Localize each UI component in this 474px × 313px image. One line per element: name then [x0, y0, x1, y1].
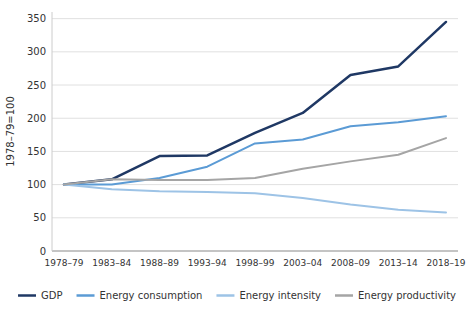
legend-label: Energy consumption — [100, 290, 203, 301]
legend-swatch — [335, 294, 353, 297]
grid-line — [52, 217, 458, 218]
legend-item: Energy consumption — [77, 290, 203, 301]
legend-label: Energy productivity — [358, 290, 456, 301]
series-line — [64, 22, 446, 185]
x-tick-label: 1993–94 — [188, 258, 227, 268]
x-tick-label: 1983–84 — [92, 258, 131, 268]
legend-swatch — [18, 294, 36, 297]
x-tick-label: 2013–14 — [379, 258, 418, 268]
y-tick-label: 0 — [40, 246, 46, 257]
grid-line — [52, 118, 458, 119]
y-tick-label: 300 — [27, 46, 46, 57]
series-line — [64, 185, 446, 213]
legend: GDP Energy consumption Energy intensity Ene… — [18, 290, 456, 301]
chart: 0 50 100 150 200 250 300 350 1978–79 1983–84 1988–… — [0, 0, 474, 313]
y-tick-label: 350 — [27, 13, 46, 24]
x-tick-label: 1988–89 — [140, 258, 179, 268]
x-tick-label: 2008–09 — [331, 258, 370, 268]
y-tick-label: 150 — [27, 146, 46, 157]
legend-swatch — [216, 294, 234, 297]
legend-swatch — [77, 294, 95, 297]
y-tick-label: 50 — [33, 212, 46, 223]
y-axis-line — [52, 12, 53, 251]
series-line — [64, 116, 446, 184]
grid-line — [52, 18, 458, 19]
legend-label: Energy intensity — [239, 290, 321, 301]
y-axis-label: 1978–79=100 — [5, 96, 16, 167]
grid-line — [52, 251, 458, 252]
plot-lines — [64, 22, 446, 213]
legend-label: GDP — [41, 290, 62, 301]
legend-item: Energy intensity — [216, 290, 321, 301]
x-tick-label: 2018–19 — [427, 258, 466, 268]
y-tick-label: 250 — [27, 80, 46, 91]
grid-line — [52, 85, 458, 86]
legend-item: GDP — [18, 290, 62, 301]
legend-item: Energy productivity — [335, 290, 456, 301]
y-tick-label: 100 — [27, 179, 46, 190]
series-line — [64, 138, 446, 184]
y-tick-label: 200 — [27, 113, 46, 124]
x-tick-label: 2003–04 — [283, 258, 322, 268]
grid-line — [52, 51, 458, 52]
x-axis-line — [52, 251, 458, 252]
x-tick-label: 1998–99 — [236, 258, 275, 268]
x-tick-label: 1978–79 — [45, 258, 84, 268]
grid-line — [52, 151, 458, 152]
